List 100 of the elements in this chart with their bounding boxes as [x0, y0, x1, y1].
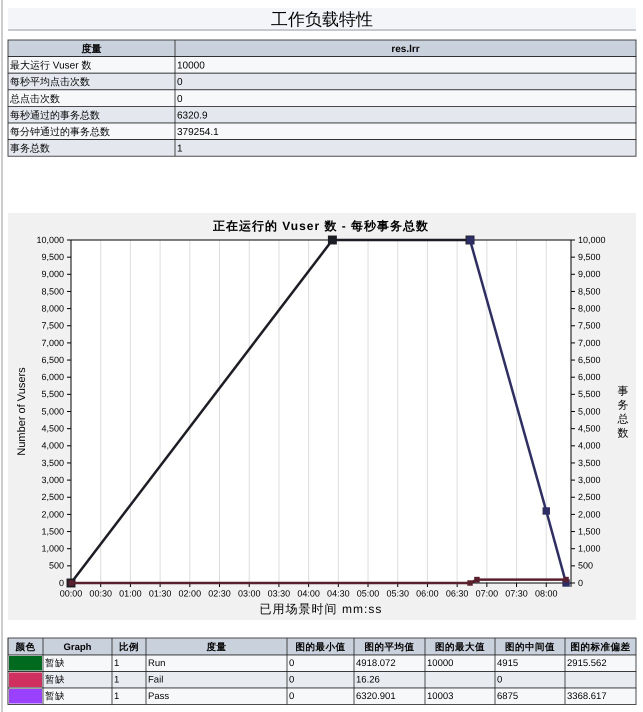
- text: Graph: [64, 642, 92, 653]
- y-tick-label: 6,500: [41, 354, 64, 365]
- text: 总点击次数: [9, 92, 60, 105]
- x-tick-label: 06:30: [446, 588, 468, 598]
- text: 0: [289, 691, 294, 702]
- y2-tick-label: 9,000: [578, 269, 601, 280]
- x-tick-label: 02:30: [208, 588, 231, 598]
- y-tick-label: 8,000: [41, 303, 64, 314]
- text: 最大运行 Vuser 数: [10, 60, 92, 72]
- text: 1: [114, 658, 120, 669]
- y-tick-label: 4,500: [41, 424, 64, 434]
- text: 10000: [177, 60, 206, 72]
- y-tick-label: 4,000: [41, 440, 64, 451]
- x-tick-label: 03:30: [268, 588, 290, 598]
- y2-tick-label: 0: [578, 578, 584, 588]
- text: 10003: [427, 691, 454, 702]
- chart-title: 正在运行的 Vuser 数 - 每秒事务总数: [212, 219, 430, 233]
- y-tick-label: 2,000: [41, 509, 64, 520]
- x-tick-label: 01:30: [148, 588, 172, 598]
- text: 10000: [427, 658, 454, 669]
- y2-tick-label: 1,000: [578, 544, 601, 554]
- text: 6320.901: [356, 691, 396, 702]
- text: 图的平均值: [364, 641, 414, 653]
- point: [542, 507, 550, 515]
- y-tick-label: 3,500: [41, 458, 64, 468]
- y-tick-label: 6,000: [41, 372, 64, 382]
- text: Fail: [148, 674, 164, 686]
- y2-tick-label: 8,500: [578, 286, 601, 296]
- y2-tick-label: 2,000: [578, 509, 601, 520]
- text: 16.26: [356, 674, 380, 686]
- y-tick-label: 0: [58, 578, 64, 588]
- text: 暂缺: [45, 690, 65, 702]
- y2-tick-label: 3,500: [578, 458, 601, 468]
- y2-tick-label: 6,000: [578, 372, 601, 382]
- text: 6875: [497, 691, 518, 702]
- y2-tick-label: 5,500: [578, 389, 601, 400]
- text: 暂缺: [45, 657, 65, 669]
- text: 0: [289, 658, 294, 669]
- text: res.lrr: [391, 44, 420, 55]
- y2-tick-label: 4,000: [578, 440, 601, 451]
- point: [474, 576, 480, 582]
- x-tick-label: 06:00: [416, 588, 439, 598]
- y-tick-label: 5,000: [41, 406, 64, 416]
- text: 颜色: [14, 641, 36, 653]
- y2-tick-label: 7,500: [578, 320, 601, 331]
- x-tick-label: 08:00: [534, 588, 558, 598]
- text: 事务总数: [10, 142, 50, 155]
- text: 比例: [119, 641, 139, 653]
- y2-tick-label: 10,000: [578, 234, 606, 245]
- text: 2915.562: [567, 658, 607, 669]
- y-tick-label: 1,500: [41, 526, 64, 536]
- y-tick-label: 10,000: [36, 234, 64, 245]
- y-axis-title: Number of Vusers: [16, 366, 28, 456]
- text: Run: [148, 658, 166, 669]
- y2-tick-label: 7,000: [578, 338, 601, 348]
- x-axis-title: 已用场景时间 mm:ss: [260, 602, 382, 616]
- y2-tick-label: 1,500: [578, 526, 601, 536]
- x-tick-label: 05:00: [356, 588, 380, 598]
- text: 1: [177, 144, 183, 155]
- text: 1: [114, 691, 120, 702]
- y2-tick-label: 8,000: [578, 303, 601, 314]
- text: 4915: [497, 658, 518, 669]
- y2-tick-label: 2,500: [578, 492, 601, 502]
- y-tick-label: 9,500: [41, 252, 64, 262]
- text: 0: [497, 674, 502, 686]
- text: 图的最小值: [296, 641, 346, 653]
- text: 度量: [206, 641, 226, 653]
- x-tick-label: 00:30: [89, 588, 112, 598]
- x-tick-label: 04:00: [297, 588, 320, 598]
- y-tick-label: 5,500: [41, 389, 64, 400]
- text: 图的标准偏差: [570, 641, 630, 653]
- x-tick-label: 01:00: [119, 588, 142, 598]
- x-tick-label: 00:00: [60, 588, 82, 598]
- y-tick-label: 7,500: [41, 320, 64, 331]
- y2-tick-label: 3,000: [578, 474, 601, 485]
- y-tick-label: 500: [48, 560, 64, 571]
- text: 每分钟通过的事务总数: [10, 126, 110, 138]
- y2-axis-title: 事务总数: [616, 384, 628, 440]
- y-tick-label: 9,000: [41, 269, 64, 280]
- y2-tick-label: 4,500: [578, 424, 601, 434]
- y2-tick-label: 6,500: [578, 354, 601, 365]
- point: [328, 236, 337, 244]
- text: 0: [177, 77, 183, 88]
- text: 6320.9: [177, 110, 208, 122]
- text: 379254.1: [177, 127, 220, 138]
- text: 工作负载特性: [271, 10, 373, 30]
- y-tick-label: 8,500: [41, 286, 64, 296]
- text: 4918.072: [356, 658, 396, 669]
- text: 0: [177, 94, 183, 105]
- x-tick-label: 03:00: [238, 588, 260, 598]
- y2-tick-label: 500: [578, 560, 594, 571]
- x-tick-label: 07:00: [476, 588, 498, 598]
- text: 1: [114, 674, 120, 686]
- text: 度量: [80, 43, 102, 55]
- y2-tick-label: 5,000: [578, 406, 601, 416]
- text: 0: [289, 674, 294, 686]
- x-tick-label: 04:30: [327, 588, 350, 598]
- text: Pass: [148, 691, 170, 702]
- text: 3368.617: [567, 691, 607, 702]
- text: 图的最大值: [435, 641, 485, 653]
